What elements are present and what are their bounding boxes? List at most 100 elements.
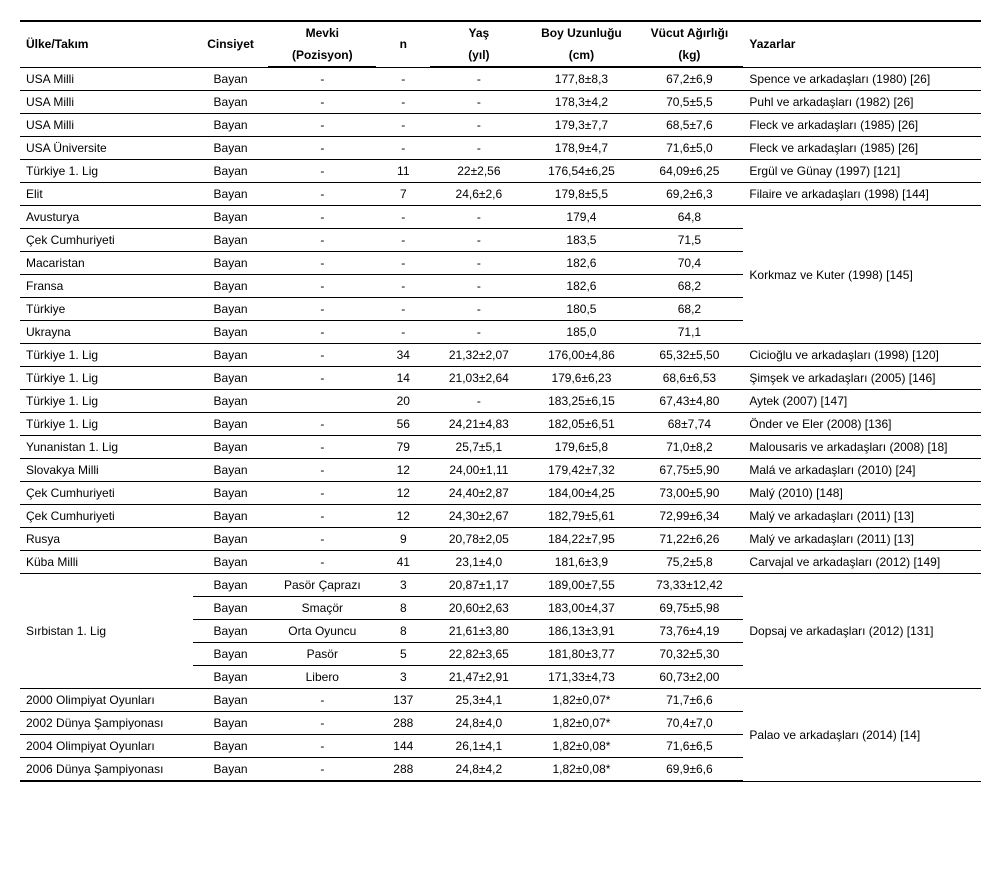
- cell-vucut: 65,32±5,50: [635, 344, 743, 367]
- cell-ulke: 2006 Dünya Şampiyonası: [20, 758, 193, 782]
- cell-boy: 184,00±4,25: [527, 482, 635, 505]
- table-row: AvusturyaBayan---179,464,8Korkmaz ve Kut…: [20, 206, 981, 229]
- cell-yazar: Malý ve arkadaşları (2011) [13]: [743, 528, 981, 551]
- cell-vucut: 70,32±5,30: [635, 643, 743, 666]
- cell-ulke: Türkiye: [20, 298, 193, 321]
- cell-boy: 180,5: [527, 298, 635, 321]
- cell-cinsiyet: Bayan: [193, 758, 269, 782]
- cell-boy: 1,82±0,08*: [527, 758, 635, 782]
- cell-yas: -: [430, 137, 527, 160]
- cell-vucut: 75,2±5,8: [635, 551, 743, 574]
- table-row: Slovakya MilliBayan-1224,00±1,11179,42±7…: [20, 459, 981, 482]
- cell-boy: 184,22±7,95: [527, 528, 635, 551]
- cell-yas: -: [430, 321, 527, 344]
- cell-vucut: 70,5±5,5: [635, 91, 743, 114]
- cell-yas: -: [430, 390, 527, 413]
- cell-ulke: Türkiye 1. Lig: [20, 367, 193, 390]
- cell-boy: 179,42±7,32: [527, 459, 635, 482]
- cell-n: 137: [376, 689, 430, 712]
- table-row: Yunanistan 1. LigBayan-7925,7±5,1179,6±5…: [20, 436, 981, 459]
- cell-n: -: [376, 275, 430, 298]
- cell-cinsiyet: Bayan: [193, 528, 269, 551]
- cell-boy: 185,0: [527, 321, 635, 344]
- cell-ulke: Fransa: [20, 275, 193, 298]
- cell-mevki: -: [268, 459, 376, 482]
- cell-cinsiyet: Bayan: [193, 229, 269, 252]
- cell-ulke: Macaristan: [20, 252, 193, 275]
- cell-cinsiyet: Bayan: [193, 620, 269, 643]
- cell-ulke: Türkiye 1. Lig: [20, 413, 193, 436]
- cell-mevki: -: [268, 528, 376, 551]
- cell-boy: 182,79±5,61: [527, 505, 635, 528]
- cell-yas: 24,40±2,87: [430, 482, 527, 505]
- cell-vucut: 72,99±6,34: [635, 505, 743, 528]
- cell-vucut: 71,6±5,0: [635, 137, 743, 160]
- cell-boy: 183,25±6,15: [527, 390, 635, 413]
- cell-yas: 21,32±2,07: [430, 344, 527, 367]
- cell-yazar: Malá ve arkadaşları (2010) [24]: [743, 459, 981, 482]
- cell-yas: 24,30±2,67: [430, 505, 527, 528]
- cell-ulke: Rusya: [20, 528, 193, 551]
- cell-vucut: 67,2±6,9: [635, 67, 743, 91]
- cell-yazar: Malý ve arkadaşları (2011) [13]: [743, 505, 981, 528]
- cell-mevki: Pasör Çaprazı: [268, 574, 376, 597]
- cell-n: 12: [376, 482, 430, 505]
- cell-cinsiyet: Bayan: [193, 735, 269, 758]
- cell-cinsiyet: Bayan: [193, 482, 269, 505]
- cell-n: -: [376, 229, 430, 252]
- cell-n: 20: [376, 390, 430, 413]
- cell-yazar: Puhl ve arkadaşları (1982) [26]: [743, 91, 981, 114]
- cell-mevki: -: [268, 551, 376, 574]
- cell-vucut: 71,22±6,26: [635, 528, 743, 551]
- cell-yas: 24,8±4,2: [430, 758, 527, 782]
- cell-mevki: -: [268, 206, 376, 229]
- cell-cinsiyet: Bayan: [193, 91, 269, 114]
- cell-vucut: 71,1: [635, 321, 743, 344]
- table-row: Türkiye 1. LigBayan-5624,21±4,83182,05±6…: [20, 413, 981, 436]
- cell-vucut: 71,0±8,2: [635, 436, 743, 459]
- cell-mevki: -: [268, 344, 376, 367]
- cell-ulke: Türkiye 1. Lig: [20, 390, 193, 413]
- cell-cinsiyet: Bayan: [193, 551, 269, 574]
- cell-cinsiyet: Bayan: [193, 689, 269, 712]
- table-row: Çek CumhuriyetiBayan-1224,30±2,67182,79±…: [20, 505, 981, 528]
- cell-mevki: -: [268, 183, 376, 206]
- cell-vucut: 64,8: [635, 206, 743, 229]
- cell-ulke: Avusturya: [20, 206, 193, 229]
- cell-cinsiyet: Bayan: [193, 390, 269, 413]
- cell-boy: 186,13±3,91: [527, 620, 635, 643]
- header-yazar: Yazarlar: [743, 21, 981, 67]
- header-mevki-sub: (Pozisyon): [268, 44, 376, 67]
- cell-boy: 179,3±7,7: [527, 114, 635, 137]
- cell-yas: 23,1±4,0: [430, 551, 527, 574]
- header-yas: Yaş: [430, 21, 527, 44]
- cell-boy: 183,5: [527, 229, 635, 252]
- header-yas-sub: (yıl): [430, 44, 527, 67]
- cell-yazar: Korkmaz ve Kuter (1998) [145]: [743, 206, 981, 344]
- cell-ulke: Ukrayna: [20, 321, 193, 344]
- cell-yas: -: [430, 206, 527, 229]
- cell-yas: 24,00±1,11: [430, 459, 527, 482]
- cell-yazar: Cicioğlu ve arkadaşları (1998) [120]: [743, 344, 981, 367]
- table-row: Çek CumhuriyetiBayan-1224,40±2,87184,00±…: [20, 482, 981, 505]
- cell-mevki: -: [268, 712, 376, 735]
- cell-vucut: 68,2: [635, 275, 743, 298]
- cell-ulke: USA Milli: [20, 91, 193, 114]
- cell-cinsiyet: Bayan: [193, 137, 269, 160]
- cell-vucut: 60,73±2,00: [635, 666, 743, 689]
- cell-cinsiyet: Bayan: [193, 367, 269, 390]
- cell-n: -: [376, 298, 430, 321]
- cell-vucut: 69,2±6,3: [635, 183, 743, 206]
- cell-yazar: Spence ve arkadaşları (1980) [26]: [743, 67, 981, 91]
- cell-n: 41: [376, 551, 430, 574]
- cell-n: 7: [376, 183, 430, 206]
- cell-yazar: Dopsaj ve arkadaşları (2012) [131]: [743, 574, 981, 689]
- cell-boy: 176,54±6,25: [527, 160, 635, 183]
- cell-ulke: USA Milli: [20, 67, 193, 91]
- cell-yas: 21,03±2,64: [430, 367, 527, 390]
- cell-yas: -: [430, 114, 527, 137]
- cell-n: 8: [376, 597, 430, 620]
- header-vucut-sub: (kg): [635, 44, 743, 67]
- cell-yas: 20,87±1,17: [430, 574, 527, 597]
- cell-mevki: Smaçör: [268, 597, 376, 620]
